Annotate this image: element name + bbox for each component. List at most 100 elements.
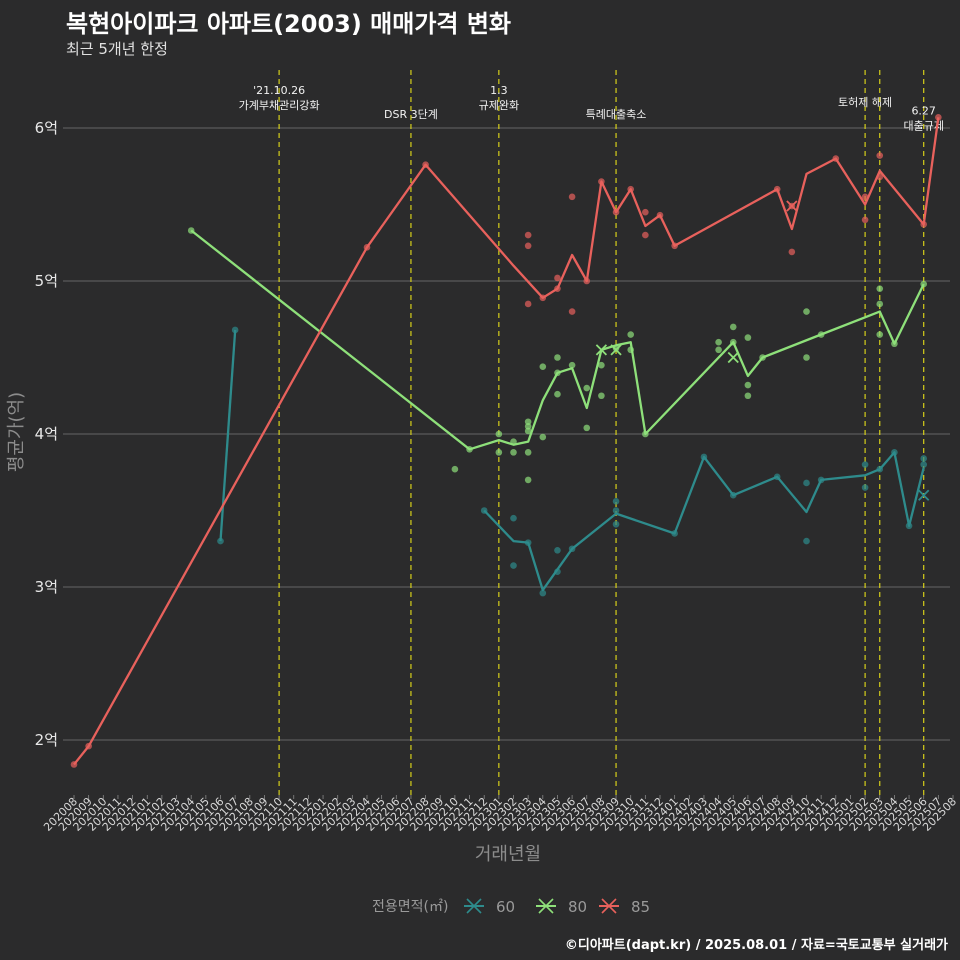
data-point — [729, 323, 737, 331]
data-point — [539, 589, 547, 597]
data-point — [876, 173, 884, 181]
chart-subtitle: 최근 5개년 한정 — [66, 40, 168, 58]
data-point — [803, 537, 810, 545]
legend-key-marker — [466, 898, 482, 914]
x-axis-title: 거래년월 — [475, 844, 541, 865]
data-point — [744, 392, 752, 400]
data-point — [627, 185, 634, 193]
cross-marker — [610, 344, 622, 356]
event-label: 1.3 — [490, 84, 508, 97]
data-point — [524, 539, 532, 546]
series-80 — [187, 227, 927, 484]
event-label: 규제완화 — [479, 99, 519, 112]
data-point — [803, 354, 810, 361]
series-layer — [70, 113, 942, 768]
data-point — [642, 231, 649, 239]
legend-label: 60 — [496, 898, 515, 916]
series-60 — [217, 326, 930, 597]
data-point — [524, 476, 532, 484]
data-point — [480, 507, 488, 514]
legend-label: 80 — [568, 898, 587, 916]
data-point — [568, 193, 576, 201]
y-tick-label: 6억 — [35, 119, 58, 137]
data-point — [70, 761, 78, 768]
data-point — [935, 113, 942, 121]
data-point — [583, 384, 591, 392]
legend-label: 85 — [631, 898, 650, 916]
data-point — [773, 185, 781, 193]
series-line-85 — [73, 117, 940, 766]
data-point — [612, 507, 620, 514]
data-point — [598, 361, 605, 369]
data-point — [642, 208, 649, 216]
data-point — [700, 453, 708, 461]
data-point — [598, 178, 605, 185]
data-point — [231, 326, 239, 334]
data-point — [876, 465, 884, 473]
data-point — [876, 331, 884, 338]
data-point — [920, 280, 927, 288]
data-point — [642, 430, 649, 438]
data-point — [85, 742, 92, 750]
data-point — [554, 568, 561, 575]
series-line-60 — [483, 451, 925, 592]
data-point — [861, 484, 869, 491]
data-point — [539, 294, 547, 302]
data-point — [612, 208, 620, 216]
series-line-60 — [219, 329, 237, 542]
data-point — [715, 338, 722, 346]
data-point — [627, 346, 634, 354]
data-point — [905, 522, 913, 530]
y-tick-label: 4억 — [35, 425, 58, 443]
data-point — [524, 449, 532, 456]
data-point — [583, 424, 591, 432]
data-point — [788, 248, 796, 256]
data-point — [715, 346, 722, 354]
data-point — [729, 491, 737, 499]
data-point — [363, 244, 371, 251]
legend-key-marker — [538, 898, 554, 914]
data-point — [803, 479, 810, 487]
series-85 — [70, 113, 942, 768]
event-label: '21.10.26 — [253, 84, 305, 97]
data-point — [729, 338, 737, 346]
axis-layer: 2억3억4억5억6억202008202009202010202011202012… — [35, 119, 959, 834]
data-point — [539, 363, 547, 370]
legend-key-marker — [601, 898, 617, 914]
event-label: 토허제 해제 — [838, 95, 892, 109]
data-point — [451, 465, 459, 473]
data-point — [803, 308, 810, 315]
cross-marker — [918, 489, 930, 501]
data-point — [612, 520, 620, 528]
y-tick-label: 2억 — [35, 731, 58, 749]
data-point — [920, 455, 927, 462]
source-caption: ©디아파트(dapt.kr) / 2025.08.01 / 자료=국토교통부 실… — [564, 938, 948, 953]
data-point — [891, 340, 898, 348]
data-point — [612, 345, 620, 352]
data-point — [422, 161, 429, 169]
data-point — [861, 216, 869, 224]
data-point — [671, 530, 678, 537]
data-point — [524, 423, 532, 430]
data-point — [920, 461, 927, 468]
data-point — [568, 308, 576, 315]
data-point — [583, 277, 591, 285]
data-point — [876, 300, 884, 308]
legend-title: 전용면적(㎡) — [372, 899, 448, 915]
data-point — [876, 152, 884, 159]
cross-marker — [595, 344, 608, 356]
data-point — [554, 390, 561, 398]
event-label: DSR 3단계 — [384, 108, 438, 121]
cross-marker — [727, 351, 739, 364]
event-label: 대출규제 — [903, 119, 943, 132]
data-point — [554, 546, 561, 554]
data-point — [524, 242, 532, 250]
data-point — [627, 331, 634, 338]
data-point — [861, 461, 869, 468]
data-point — [187, 227, 195, 234]
data-point — [495, 449, 503, 456]
data-point — [744, 381, 752, 389]
data-point — [554, 274, 561, 282]
